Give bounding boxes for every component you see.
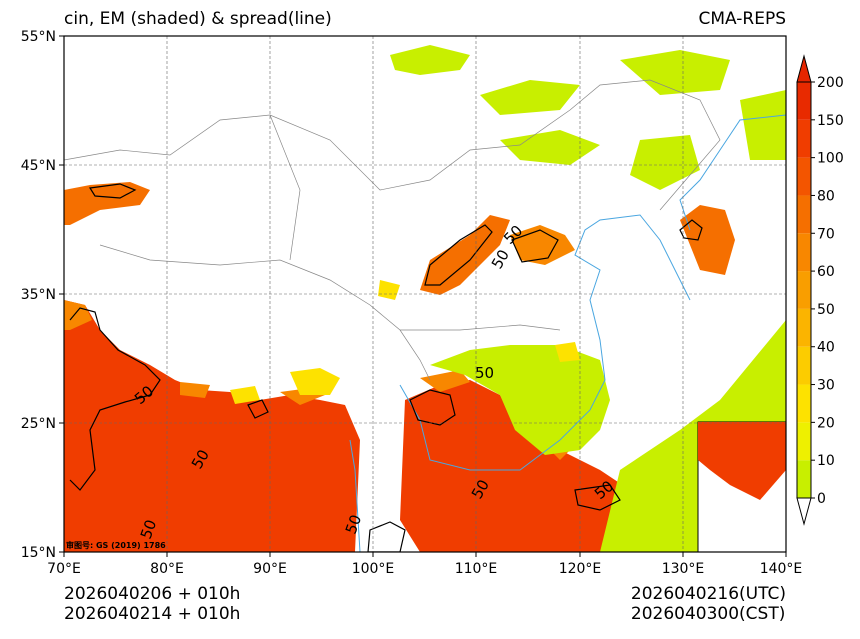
colorbar-label: 40 bbox=[817, 340, 835, 356]
colorbar-blocks bbox=[797, 82, 811, 498]
colorbar-block bbox=[797, 460, 811, 498]
valid-utc: 2026040216(UTC) bbox=[630, 584, 786, 604]
shaded-region-xinjiang bbox=[64, 182, 150, 225]
lat-tick-label: 15°N bbox=[21, 545, 56, 561]
country-borders bbox=[64, 79, 721, 381]
inset-shaded bbox=[698, 422, 786, 500]
colorbar-label: 80 bbox=[817, 188, 835, 204]
contour-label: 50 bbox=[342, 512, 365, 536]
colorbar-label: 50 bbox=[817, 302, 835, 318]
shaded-region-india bbox=[64, 300, 360, 552]
init-utc: 2026040206 + 010h bbox=[64, 584, 241, 604]
lat-axis: 55°N 45°N 35°N 25°N 15°N bbox=[21, 29, 64, 561]
colorbar-label: 70 bbox=[817, 226, 835, 242]
colorbar-block bbox=[797, 82, 811, 120]
shaded-region-north-china bbox=[420, 215, 510, 295]
valid-time-block: 2026040216(UTC) 2026040300(CST) bbox=[631, 584, 786, 624]
colorbar-block bbox=[797, 119, 811, 158]
colorbar-label: 200 bbox=[817, 75, 844, 91]
spread-contour bbox=[409, 389, 456, 426]
spread-contour bbox=[511, 229, 559, 263]
graticule bbox=[64, 36, 786, 552]
colorbar: 0 10 20 30 40 50 60 70 80 100 150 200 bbox=[796, 54, 844, 526]
lon-tick-label: 90°E bbox=[253, 561, 287, 577]
colorbar-label: 150 bbox=[817, 113, 844, 129]
shaded-region-mongolia-green bbox=[390, 45, 786, 190]
map-title: cin, EM (shaded) & spread(line) bbox=[64, 9, 332, 29]
colorbar-block bbox=[797, 346, 811, 385]
init-cst: 2026040214 + 010h bbox=[64, 604, 241, 624]
contour-label: 50 bbox=[475, 364, 494, 382]
spread-contour bbox=[574, 484, 621, 511]
colorbar-over-triangle bbox=[796, 54, 812, 83]
lon-tick-label: 140°E bbox=[760, 561, 803, 577]
lon-tick-label: 110°E bbox=[455, 561, 498, 577]
spread-contour bbox=[424, 224, 493, 286]
shaded-region-tibet-yellow bbox=[290, 368, 340, 395]
init-time-block: 2026040206 + 010h 2026040214 + 010h bbox=[64, 584, 240, 624]
colorbar-block bbox=[797, 195, 811, 234]
spread-contours bbox=[69, 183, 703, 552]
lon-tick-label: 100°E bbox=[352, 561, 395, 577]
lat-tick-label: 55°N bbox=[21, 29, 56, 45]
colorbar-under-triangle bbox=[796, 497, 812, 526]
colorbar-label: 0 bbox=[817, 491, 826, 507]
spread-contour bbox=[247, 399, 269, 419]
colorbar-label: 10 bbox=[817, 453, 835, 469]
lat-tick-label: 45°N bbox=[21, 158, 56, 174]
colorbar-block bbox=[797, 157, 811, 196]
colorbar-label: 20 bbox=[817, 415, 835, 431]
spread-contour bbox=[69, 307, 161, 491]
colorbar-labels: 0 10 20 30 40 50 60 70 80 100 150 200 bbox=[811, 75, 844, 507]
lon-tick-label: 120°E bbox=[559, 561, 602, 577]
colorbar-label: 30 bbox=[817, 378, 835, 394]
lon-axis: 70°E 80°E 90°E 100°E 110°E 120°E 130°E 1… bbox=[47, 552, 802, 577]
colorbar-block bbox=[797, 422, 811, 461]
model-name: CMA-REPS bbox=[698, 9, 786, 29]
shaded-region-korea bbox=[680, 205, 735, 275]
colorbar-label: 60 bbox=[817, 264, 835, 280]
colorbar-block bbox=[797, 271, 811, 309]
colorbar-frame bbox=[796, 81, 812, 499]
valid-cst: 2026040300(CST) bbox=[630, 604, 786, 624]
lat-tick-label: 25°N bbox=[21, 416, 56, 432]
lon-tick-label: 130°E bbox=[662, 561, 705, 577]
shaded-region-south-china bbox=[400, 380, 630, 552]
colorbar-block bbox=[797, 384, 811, 423]
boundaries bbox=[64, 79, 786, 552]
shaded-region-india-edge bbox=[64, 300, 325, 405]
colorbar-label: 100 bbox=[817, 151, 844, 167]
lon-tick-label: 70°E bbox=[47, 561, 81, 577]
shaded-field bbox=[64, 45, 786, 552]
colorbar-block bbox=[797, 233, 811, 272]
spread-contour bbox=[367, 521, 406, 552]
colorbar-block bbox=[797, 308, 811, 347]
contour-label: 50 bbox=[137, 517, 160, 541]
lat-tick-label: 35°N bbox=[21, 287, 56, 303]
lon-tick-label: 80°E bbox=[150, 561, 184, 577]
map-approval-number: 审图号: GS (2019) 1786 bbox=[66, 540, 166, 550]
spread-contour bbox=[88, 183, 137, 199]
shaded-region-east-china-green bbox=[430, 345, 610, 455]
spread-contour bbox=[679, 219, 703, 241]
